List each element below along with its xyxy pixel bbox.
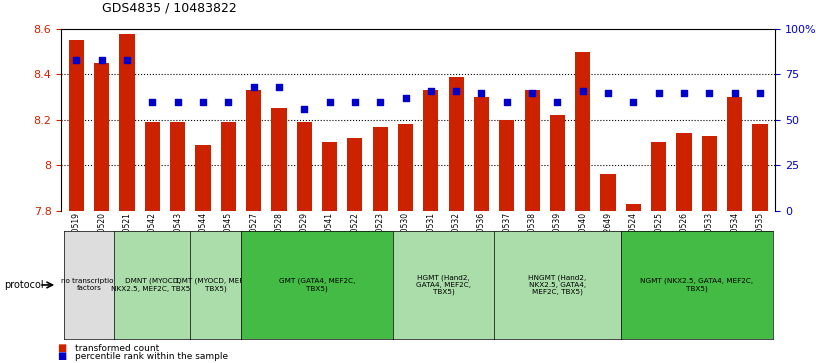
Point <box>652 90 665 95</box>
Bar <box>170 122 185 211</box>
Bar <box>195 145 211 211</box>
Point <box>753 90 766 95</box>
Point <box>70 57 83 63</box>
Point <box>298 106 311 112</box>
Bar <box>601 174 616 211</box>
Bar <box>474 97 489 211</box>
Text: DMT (MYOCD, MEF2C,
TBX5): DMT (MYOCD, MEF2C, TBX5) <box>176 278 255 292</box>
Point <box>424 88 437 94</box>
Point <box>323 99 336 105</box>
Point <box>121 57 134 63</box>
Bar <box>449 77 463 211</box>
Bar <box>676 133 692 211</box>
Bar <box>373 127 388 211</box>
Text: HGMT (Hand2,
GATA4, MEF2C,
TBX5): HGMT (Hand2, GATA4, MEF2C, TBX5) <box>416 274 471 295</box>
Point <box>247 84 260 90</box>
Point <box>500 99 513 105</box>
Bar <box>94 63 109 211</box>
Point <box>728 90 741 95</box>
Bar <box>752 124 768 211</box>
Point <box>551 99 564 105</box>
Point <box>348 99 361 105</box>
Point <box>703 90 716 95</box>
Text: transformed count: transformed count <box>75 344 159 353</box>
Text: percentile rank within the sample: percentile rank within the sample <box>75 352 228 361</box>
Bar <box>499 120 514 211</box>
Bar <box>119 33 135 211</box>
Point <box>627 99 640 105</box>
Point <box>399 95 412 101</box>
Bar <box>322 143 337 211</box>
Bar <box>702 136 717 211</box>
Text: DMNT (MYOCD,
NKX2.5, MEF2C, TBX5): DMNT (MYOCD, NKX2.5, MEF2C, TBX5) <box>111 278 193 292</box>
Bar <box>272 109 286 211</box>
Bar <box>297 122 312 211</box>
Text: NGMT (NKX2.5, GATA4, MEF2C,
TBX5): NGMT (NKX2.5, GATA4, MEF2C, TBX5) <box>640 278 753 292</box>
Point <box>601 90 614 95</box>
Point <box>576 88 589 94</box>
Bar <box>246 90 261 211</box>
Bar <box>424 90 438 211</box>
Text: protocol: protocol <box>4 280 44 290</box>
Point <box>374 99 387 105</box>
Bar <box>69 40 84 211</box>
Bar <box>398 124 413 211</box>
Bar <box>550 115 565 211</box>
Text: GDS4835 / 10483822: GDS4835 / 10483822 <box>102 1 237 15</box>
Bar <box>144 122 160 211</box>
Point <box>475 90 488 95</box>
Bar <box>575 52 590 211</box>
Bar <box>348 138 362 211</box>
Point <box>677 90 690 95</box>
Bar <box>626 204 641 211</box>
Bar <box>220 122 236 211</box>
Point <box>526 90 539 95</box>
Point <box>197 99 210 105</box>
Point <box>450 88 463 94</box>
Text: HNGMT (Hand2,
NKX2.5, GATA4,
MEF2C, TBX5): HNGMT (Hand2, NKX2.5, GATA4, MEF2C, TBX5… <box>528 274 587 295</box>
Bar <box>727 97 743 211</box>
Point <box>273 84 286 90</box>
Point <box>171 99 184 105</box>
Point <box>146 99 159 105</box>
Text: no transcription
factors: no transcription factors <box>60 278 118 291</box>
Bar <box>525 90 539 211</box>
Point <box>222 99 235 105</box>
Point <box>95 57 109 63</box>
Text: ■: ■ <box>57 351 66 361</box>
Bar <box>651 143 667 211</box>
Text: GMT (GATA4, MEF2C,
TBX5): GMT (GATA4, MEF2C, TBX5) <box>279 278 355 292</box>
Text: ■: ■ <box>57 343 66 353</box>
